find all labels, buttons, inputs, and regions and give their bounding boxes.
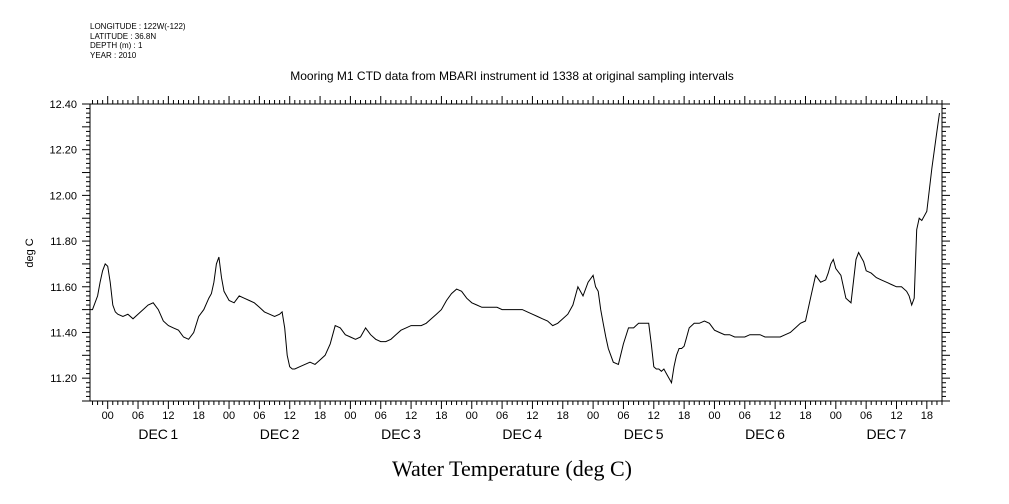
x-hour-tick-label: 18 [435, 410, 447, 422]
x-hour-tick-label: 00 [466, 410, 478, 422]
latitude-label: LATITUDE : 36.8N [90, 31, 157, 41]
x-day-label-month: DEC [260, 426, 290, 442]
x-hour-tick-label: 00 [223, 410, 235, 422]
depth-label: DEPTH (m) : 1 [90, 41, 143, 50]
temperature-series-line [90, 113, 940, 385]
x-axis-title: Water Temperature (deg C) [392, 456, 632, 481]
x-hour-tick-label: 00 [344, 410, 356, 422]
x-hour-tick-label: 06 [132, 410, 144, 422]
x-hour-tick-label: 00 [708, 410, 720, 422]
x-day-label-day: 5 [656, 426, 664, 442]
x-hour-tick-label: 12 [769, 410, 781, 422]
x-day-label-day: 6 [777, 426, 785, 442]
year-label: YEAR : 2010 [90, 50, 137, 60]
x-hour-tick-label: 00 [830, 410, 842, 422]
x-hour-tick-label: 18 [314, 410, 326, 422]
y-axis-title: deg C [24, 238, 36, 267]
x-day-label-month: DEC [381, 426, 411, 442]
x-day-label-day: 2 [292, 426, 300, 442]
x-day-label-month: DEC [866, 426, 896, 442]
x-hour-tick-label: 06 [739, 410, 751, 422]
x-hour-tick-label: 18 [799, 410, 811, 422]
x-day-label-month: DEC [138, 426, 168, 442]
x-hour-tick-label: 12 [648, 410, 660, 422]
x-hour-tick-label: 12 [405, 410, 417, 422]
x-hour-tick-label: 12 [162, 410, 174, 422]
y-tick-label: 11.60 [50, 282, 77, 294]
x-hour-tick-label: 18 [921, 410, 933, 422]
y-tick-label: 11.20 [50, 373, 77, 385]
x-day-label-day: 1 [170, 426, 178, 442]
y-tick-label: 12.40 [49, 99, 77, 111]
label-layer: 11.20 11.40 11.60 11.80 12.00 12.20 12.40 00 06 1… [49, 99, 932, 442]
x-hour-tick-label: 06 [617, 410, 629, 422]
x-day-label-month: DEC [745, 426, 775, 442]
y-tick-label: 11.80 [50, 236, 77, 248]
x-hour-tick-label: 18 [678, 410, 690, 422]
x-hour-tick-label: 18 [557, 410, 569, 422]
x-hour-tick-label: 06 [860, 410, 872, 422]
x-hour-tick-label: 06 [496, 410, 508, 422]
longitude-label: LONGITUDE : 122W(-122) [90, 22, 186, 31]
chart-title: Mooring M1 CTD data from MBARI instrumen… [290, 69, 734, 83]
x-day-label-day: 4 [534, 426, 542, 442]
x-hour-tick-label: 00 [102, 410, 114, 422]
x-day-label-month: DEC [624, 426, 654, 442]
x-hour-tick-label: 18 [193, 410, 205, 422]
y-tick-label: 12.20 [49, 145, 77, 157]
x-hour-tick-label: 00 [587, 410, 599, 422]
x-hour-tick-label: 12 [890, 410, 902, 422]
y-tick-label: 11.40 [50, 327, 77, 339]
x-day-label-month: DEC [502, 426, 532, 442]
x-day-label-day: 7 [898, 426, 906, 442]
tick-layer [82, 96, 950, 409]
x-hour-tick-label: 06 [253, 410, 265, 422]
x-hour-tick-label: 12 [284, 410, 296, 422]
x-hour-tick-label: 06 [375, 410, 387, 422]
plot-frame [89, 103, 943, 402]
y-tick-label: 12.00 [49, 190, 77, 202]
x-day-label-day: 3 [413, 426, 421, 442]
x-hour-tick-label: 12 [526, 410, 538, 422]
